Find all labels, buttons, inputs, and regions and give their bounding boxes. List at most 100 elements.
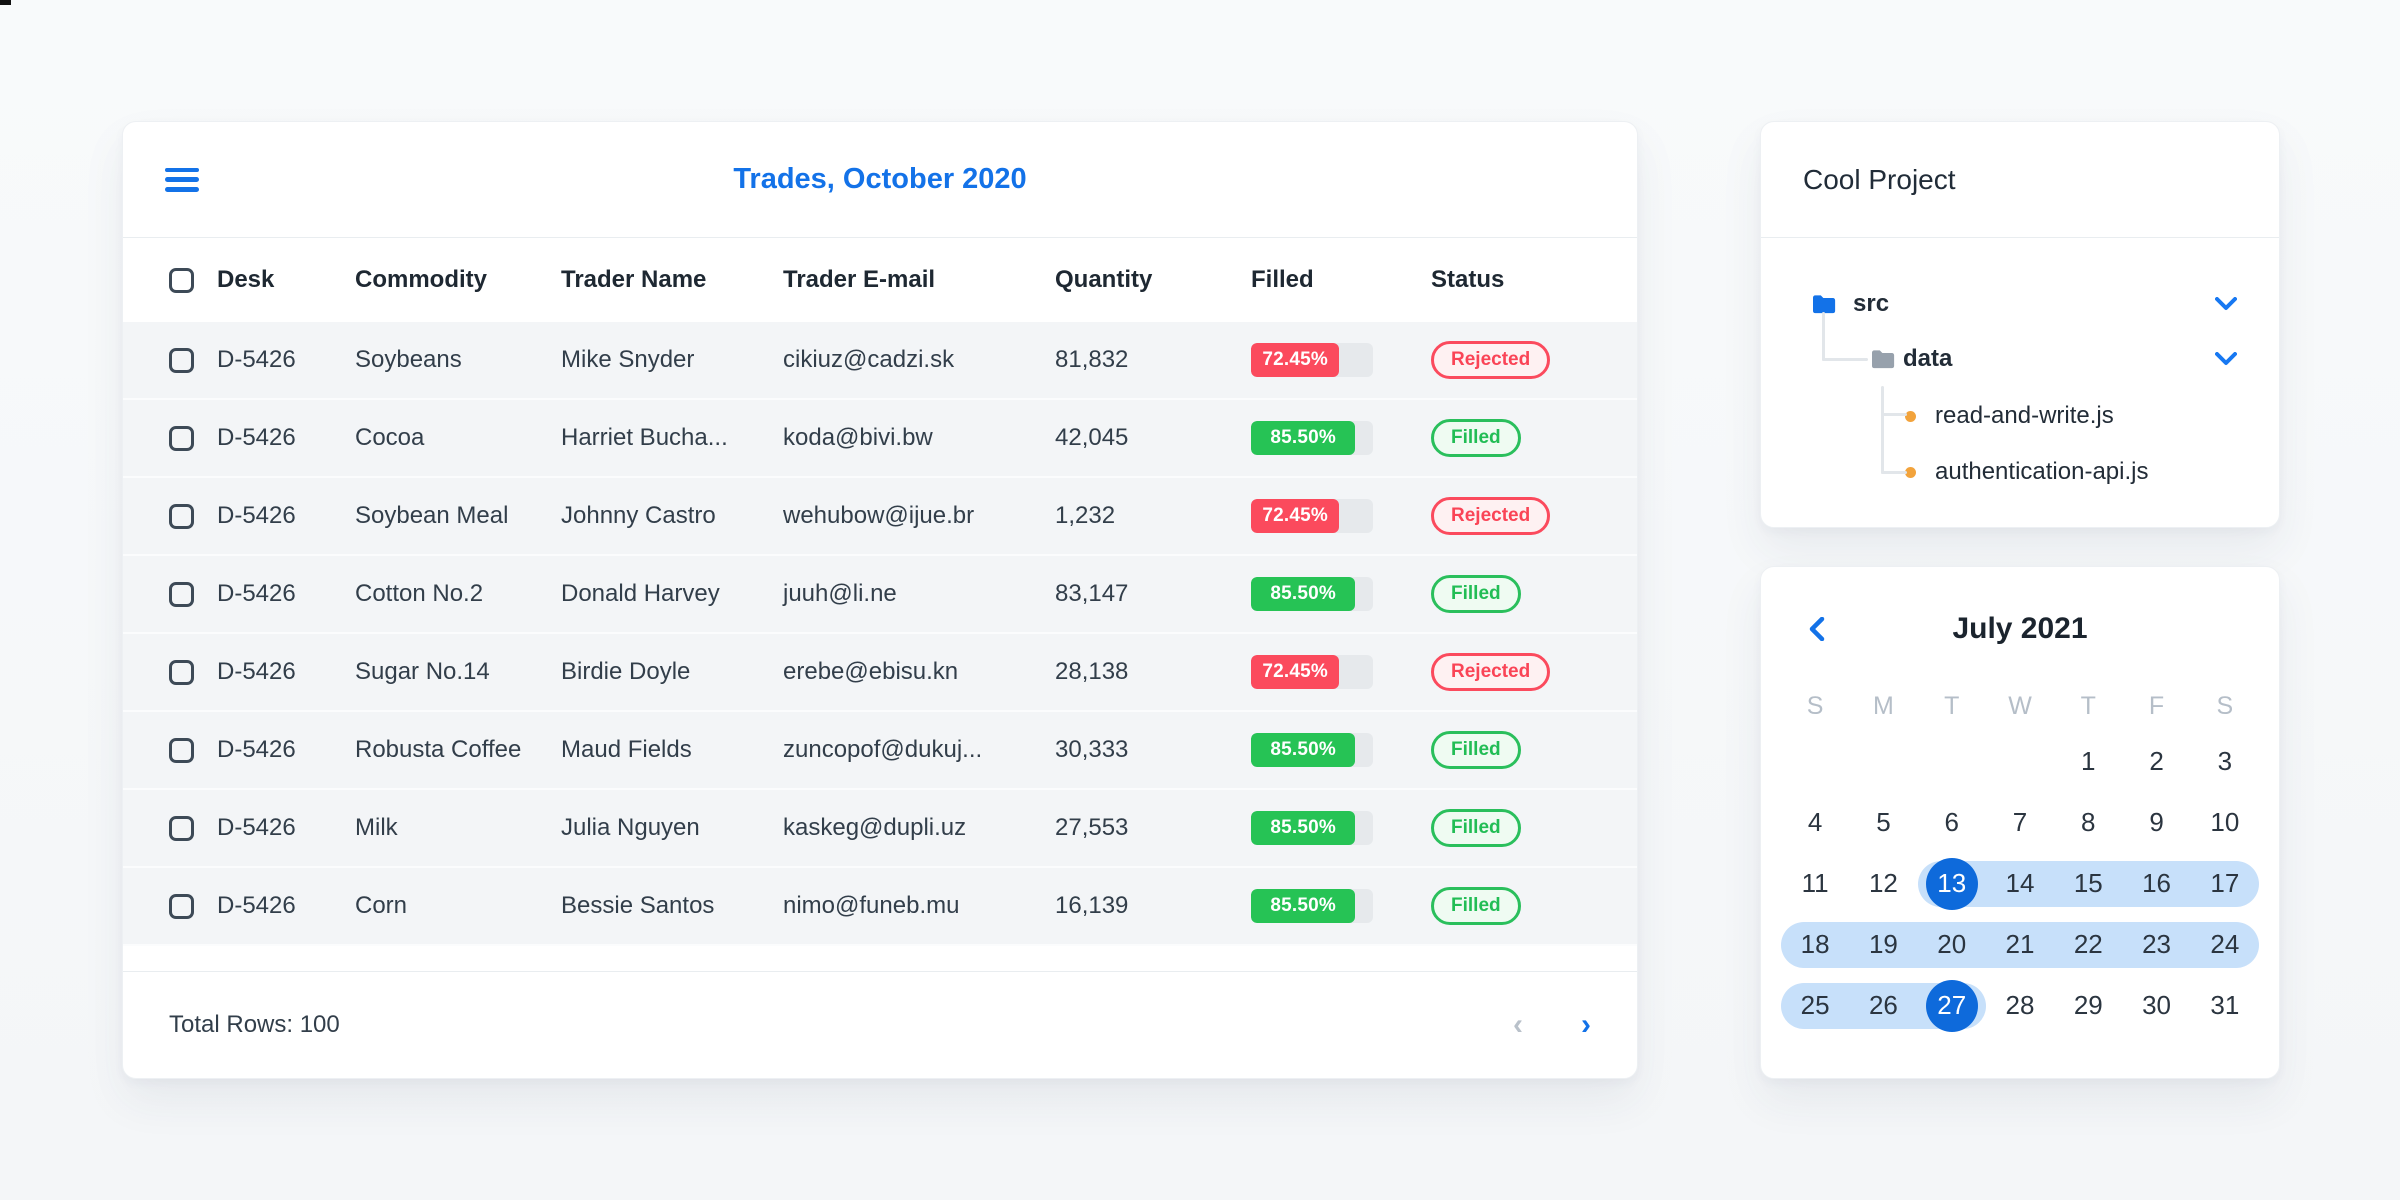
calendar-date-17[interactable]: 17 xyxy=(2190,853,2259,914)
calendar-date-8[interactable]: 8 xyxy=(2054,792,2122,853)
calendar-date-5[interactable]: 5 xyxy=(1849,792,1917,853)
calendar-date-6[interactable]: 6 xyxy=(1918,792,1986,853)
calendar-date-30[interactable]: 30 xyxy=(2122,975,2190,1036)
table-row[interactable]: D-5426 Cotton No.2 Donald Harvey juuh@li.ne… xyxy=(123,556,1637,634)
select-all-checkbox[interactable] xyxy=(169,267,194,293)
range-highlight xyxy=(1917,921,1986,968)
calendar-date-31[interactable]: 31 xyxy=(2191,975,2259,1036)
date-number: 16 xyxy=(2142,868,2172,898)
calendar-date-24[interactable]: 24 xyxy=(2190,914,2259,975)
tree-item-data[interactable]: data xyxy=(1761,331,2279,387)
range-highlight xyxy=(2122,860,2191,907)
tree-item-authentication-api-js[interactable]: authentication-api.js xyxy=(1761,444,2279,500)
calendar-date-20[interactable]: 20 xyxy=(1917,914,1986,975)
calendar-date-15[interactable]: 15 xyxy=(2054,853,2123,914)
progress-fill: 85.50% xyxy=(1251,889,1356,923)
calendar-date-9[interactable]: 9 xyxy=(2122,792,2190,853)
range-highlight xyxy=(2190,860,2259,907)
row-checkbox[interactable] xyxy=(169,503,194,529)
desk-cell: D-5426 xyxy=(217,892,296,919)
table-row[interactable]: D-5426 Corn Bessie Santos nimo@funeb.mu 16,1… xyxy=(123,868,1637,946)
calendar-date-4[interactable]: 4 xyxy=(1781,792,1849,853)
calendar-date-28[interactable]: 28 xyxy=(1986,975,2054,1036)
status-badge: Filled xyxy=(1431,575,1521,613)
calendar-date-14[interactable]: 14 xyxy=(1985,853,2055,914)
chevron-down-icon[interactable] xyxy=(2215,352,2237,366)
row-checkbox[interactable] xyxy=(169,815,194,841)
trades-title: Trades, October 2020 xyxy=(733,163,1027,195)
date-number: 2 xyxy=(2149,746,2164,776)
folder-icon-blue xyxy=(1813,294,1836,313)
progress-label: 72.45% xyxy=(1262,505,1328,526)
calendar-date-12[interactable]: 12 xyxy=(1849,853,1917,914)
date-number: 28 xyxy=(2005,990,2035,1020)
row-checkbox[interactable] xyxy=(169,347,194,373)
row-checkbox[interactable] xyxy=(169,581,194,607)
calendar-prev-icon[interactable] xyxy=(1809,617,1825,641)
progress-label: 85.50% xyxy=(1270,739,1336,760)
table-row[interactable]: D-5426 Soybean Meal Johnny Castro wehubow@i… xyxy=(123,478,1637,556)
calendar-date-16[interactable]: 16 xyxy=(2122,853,2191,914)
calendar-date-10[interactable]: 10 xyxy=(2191,792,2259,853)
tree-connector-line xyxy=(1822,312,1825,361)
previous-page-button[interactable]: ‹ xyxy=(1513,1008,1523,1041)
quantity-cell: 16,139 xyxy=(1055,892,1129,919)
table-row[interactable]: D-5426 Sugar No.14 Birdie Doyle erebe@ebisu… xyxy=(123,634,1637,712)
calendar-date-13[interactable]: 13 xyxy=(1917,853,1986,914)
date-number: 18 xyxy=(1800,929,1830,959)
table-row[interactable]: D-5426 Soybeans Mike Snyder cikiuz@cadzi.sk… xyxy=(123,322,1637,400)
column-header-quantity: Quantity xyxy=(1055,266,1153,293)
quantity-cell: 83,147 xyxy=(1055,580,1129,607)
progress-label: 72.45% xyxy=(1262,349,1328,370)
trader-email-cell: erebe@ebisu.kn xyxy=(783,658,959,685)
table-row[interactable]: D-5426 Milk Julia Nguyen kaskeg@dupli.uz 27,… xyxy=(123,790,1637,868)
chevron-down-icon[interactable] xyxy=(2215,297,2237,311)
calendar-date-2[interactable]: 2 xyxy=(2122,731,2190,792)
trader-name-cell: Mike Snyder xyxy=(561,346,695,373)
table-row[interactable]: D-5426 Cocoa Harriet Bucha... koda@bivi.bw 4… xyxy=(123,400,1637,478)
calendar-date-7[interactable]: 7 xyxy=(1986,792,2054,853)
row-checkbox[interactable] xyxy=(169,425,194,451)
calendar-date-11[interactable]: 11 xyxy=(1781,853,1849,914)
calendar-date-19[interactable]: 19 xyxy=(1849,914,1918,975)
tree-item-read-and-write-js[interactable]: read-and-write.js xyxy=(1761,388,2279,444)
quantity-cell: 1,232 xyxy=(1055,502,1116,529)
day-of-week-label: T xyxy=(1944,691,1960,720)
progress-fill: 72.45% xyxy=(1251,499,1340,533)
commodity-cell: Milk xyxy=(355,814,398,841)
filled-progress-bar: 85.50% xyxy=(1251,733,1373,767)
calendar-empty-cell xyxy=(1849,731,1917,792)
row-checkbox[interactable] xyxy=(169,893,194,919)
date-number: 15 xyxy=(2073,868,2103,898)
date-number: 20 xyxy=(1937,929,1967,959)
trader-name-cell: Julia Nguyen xyxy=(561,814,700,841)
calendar-date-29[interactable]: 29 xyxy=(2054,975,2122,1036)
commodity-cell: Soybeans xyxy=(355,346,462,373)
range-highlight xyxy=(1849,921,1918,968)
calendar-date-23[interactable]: 23 xyxy=(2122,914,2191,975)
calendar-date-25[interactable]: 25 xyxy=(1781,975,1850,1036)
commodity-cell: Sugar No.14 xyxy=(355,658,490,685)
calendar-date-27[interactable]: 27 xyxy=(1917,975,1986,1036)
tree-item-src[interactable]: src xyxy=(1761,276,2279,332)
calendar-empty-cell xyxy=(1918,731,1986,792)
next-page-button[interactable]: › xyxy=(1581,1008,1591,1041)
progress-fill: 85.50% xyxy=(1251,577,1356,611)
row-checkbox[interactable] xyxy=(169,737,194,763)
status-badge: Rejected xyxy=(1431,341,1551,379)
calendar-date-1[interactable]: 1 xyxy=(2054,731,2122,792)
calendar-date-26[interactable]: 26 xyxy=(1849,975,1918,1036)
progress-fill: 85.50% xyxy=(1251,421,1356,455)
pagination: ‹ › xyxy=(1513,1010,1591,1040)
table-row[interactable]: D-5426 Robusta Coffee Maud Fields zuncopof@… xyxy=(123,712,1637,790)
calendar-date-22[interactable]: 22 xyxy=(2054,914,2123,975)
progress-fill: 72.45% xyxy=(1251,343,1340,377)
menu-icon[interactable] xyxy=(165,167,199,192)
quantity-cell: 81,832 xyxy=(1055,346,1129,373)
calendar-date-3[interactable]: 3 xyxy=(2191,731,2259,792)
calendar-date-18[interactable]: 18 xyxy=(1781,914,1850,975)
calendar-date-21[interactable]: 21 xyxy=(1985,914,2055,975)
range-highlight xyxy=(1849,982,1918,1029)
row-checkbox[interactable] xyxy=(169,659,194,685)
